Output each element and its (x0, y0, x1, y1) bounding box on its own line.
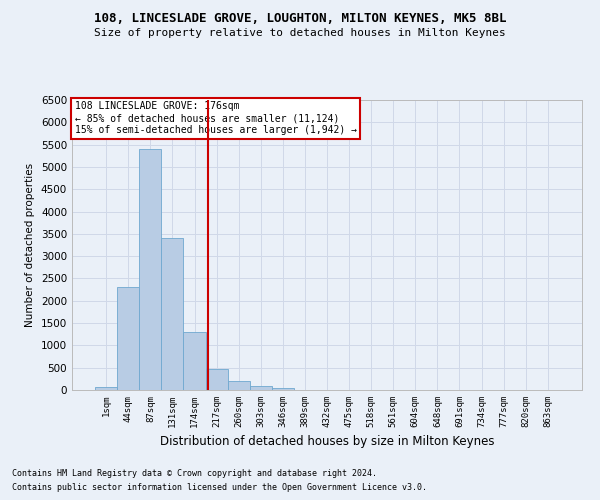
X-axis label: Distribution of detached houses by size in Milton Keynes: Distribution of detached houses by size … (160, 436, 494, 448)
Bar (206, 368, 227, 390)
Bar (161, 238, 184, 390)
Bar (95, 387, 117, 390)
Bar (250, 386, 272, 390)
Bar (117, 288, 139, 390)
Text: Contains HM Land Registry data © Crown copyright and database right 2024.: Contains HM Land Registry data © Crown c… (12, 468, 377, 477)
Text: Contains public sector information licensed under the Open Government Licence v3: Contains public sector information licen… (12, 484, 427, 492)
Bar (272, 388, 294, 390)
Text: Size of property relative to detached houses in Milton Keynes: Size of property relative to detached ho… (94, 28, 506, 38)
Bar (227, 381, 250, 390)
Text: 108, LINCESLADE GROVE, LOUGHTON, MILTON KEYNES, MK5 8BL: 108, LINCESLADE GROVE, LOUGHTON, MILTON … (94, 12, 506, 26)
Bar (139, 149, 161, 390)
Bar (184, 332, 206, 390)
Y-axis label: Number of detached properties: Number of detached properties (25, 163, 35, 327)
Text: 108 LINCESLADE GROVE: 176sqm
← 85% of detached houses are smaller (11,124)
15% o: 108 LINCESLADE GROVE: 176sqm ← 85% of de… (74, 102, 356, 134)
